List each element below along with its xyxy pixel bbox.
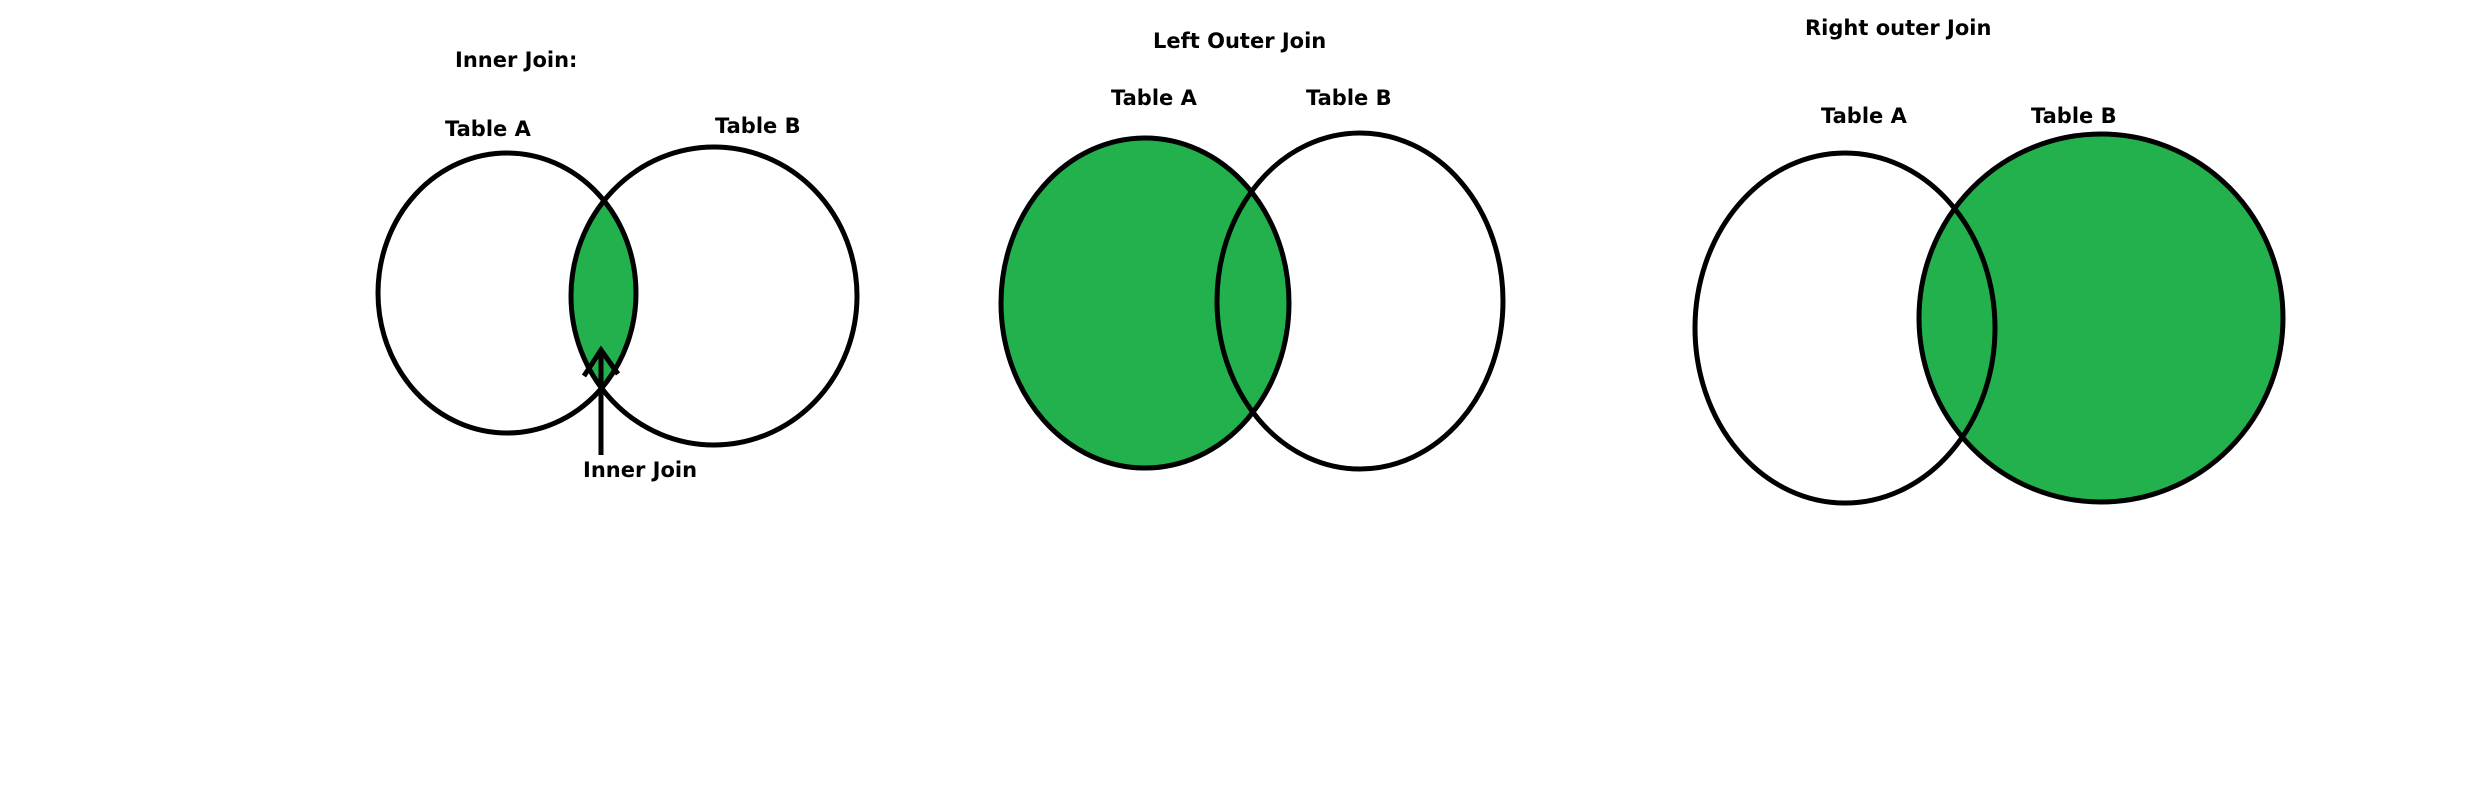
inner-join-table-b-circle — [568, 144, 860, 448]
left-outer-join-title: Left Outer Join — [1153, 29, 1327, 53]
left-outer-join-diagram — [998, 130, 1506, 472]
inner-join-arrow-label: Inner Join — [583, 458, 698, 482]
inner-join-table-a-circle — [375, 150, 639, 436]
right-outer-join-title: Right outer Join — [1805, 16, 1992, 40]
inner-join-diagram — [375, 144, 860, 455]
inner-join-arrow — [581, 345, 621, 455]
right-join-table-a-label: Table A — [1821, 104, 1907, 128]
inner-join-table-b-label: Table B — [715, 114, 801, 138]
left-join-table-a-circle — [998, 135, 1292, 471]
left-join-table-a-label: Table A — [1111, 86, 1197, 110]
left-join-table-b-label: Table B — [1306, 86, 1392, 110]
right-join-table-a-circle — [1692, 150, 1998, 506]
left-join-table-a-fill — [1001, 138, 1289, 468]
right-join-table-b-label: Table B — [2031, 104, 2117, 128]
right-join-table-b-fill — [1919, 134, 2283, 502]
right-outer-join-diagram — [1692, 131, 2286, 506]
left-join-table-b-circle — [1214, 130, 1506, 472]
inner-join-title: Inner Join: — [455, 48, 578, 72]
inner-join-table-a-label: Table A — [445, 117, 531, 141]
right-join-table-b-circle — [1916, 131, 2286, 505]
